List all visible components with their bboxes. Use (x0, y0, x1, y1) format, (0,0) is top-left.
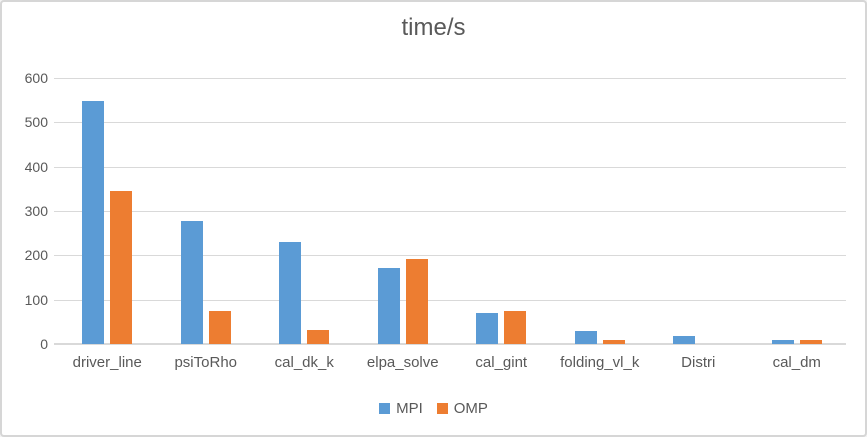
legend-item-MPI[interactable]: MPI (379, 400, 423, 417)
y-axis: 0 100 200 300 400 500 600 (2, 70, 48, 352)
y-tick-label-100: 100 (24, 291, 48, 308)
x-tick-label-cal_gint: cal_gint (475, 354, 528, 371)
gridline-0 (54, 343, 846, 345)
legend-swatch-OMP (436, 403, 448, 414)
legend[interactable]: MPI OMP (2, 400, 865, 417)
legend-label-MPI: MPI (396, 400, 423, 417)
y-tick-label-500: 500 (24, 114, 48, 131)
bar-MPI-psiToRho[interactable] (180, 221, 203, 344)
y-tick-label-400: 400 (24, 158, 48, 175)
y-tick-label-0: 0 (40, 336, 48, 352)
bar-OMP-psiToRho[interactable] (208, 310, 231, 344)
y-tick-label-300: 300 (24, 203, 48, 219)
plot-area[interactable]: driver_line psiToRho cal_dk_k elpa_solve cal… (54, 78, 846, 371)
gridline-500 (54, 122, 846, 124)
gridline-300 (54, 211, 846, 212)
x-tick-label-folding_vl_k: folding_vl_k (560, 354, 640, 371)
bar-MPI-cal_dk_k[interactable] (279, 242, 302, 344)
legend-label-OMP: OMP (453, 400, 488, 417)
y-tick-label-200: 200 (24, 247, 48, 264)
x-tick-label-psiToRho: psiToRho (174, 354, 238, 371)
bar-MPI-folding_vl_k[interactable] (574, 331, 597, 344)
bar-MPI-cal_dm[interactable] (771, 339, 794, 344)
chart-title[interactable]: time/s (401, 14, 466, 41)
x-tick-label-Distri: Distri (681, 354, 716, 371)
gridline-400 (54, 166, 846, 168)
bar-OMP-cal_dm[interactable] (799, 339, 822, 344)
gridline-600 (54, 78, 846, 79)
bar-MPI-cal_gint[interactable] (476, 313, 499, 344)
bar-MPI-Distri[interactable] (673, 335, 696, 344)
y-tick-label-600: 600 (24, 70, 48, 86)
x-tick-label-elpa_solve: elpa_solve (366, 354, 439, 371)
bar-OMP-driver_line[interactable] (110, 191, 133, 344)
gridline-200 (54, 255, 846, 257)
gridline-100 (54, 299, 846, 301)
bar-MPI-driver_line[interactable] (82, 101, 105, 344)
x-tick-label-cal_dk_k: cal_dk_k (274, 354, 334, 371)
bar-OMP-cal_dk_k[interactable] (307, 329, 330, 344)
bar-MPI-elpa_solve[interactable] (377, 267, 400, 344)
bar-OMP-cal_gint[interactable] (504, 311, 527, 344)
legend-swatch-MPI (379, 403, 391, 414)
x-tick-label-driver_line: driver_line (72, 354, 142, 371)
x-tick-label-cal_dm: cal_dm (772, 354, 821, 371)
bar-OMP-folding_vl_k[interactable] (602, 340, 625, 344)
legend-item-OMP[interactable]: OMP (436, 400, 488, 417)
bar-OMP-elpa_solve[interactable] (405, 259, 428, 344)
